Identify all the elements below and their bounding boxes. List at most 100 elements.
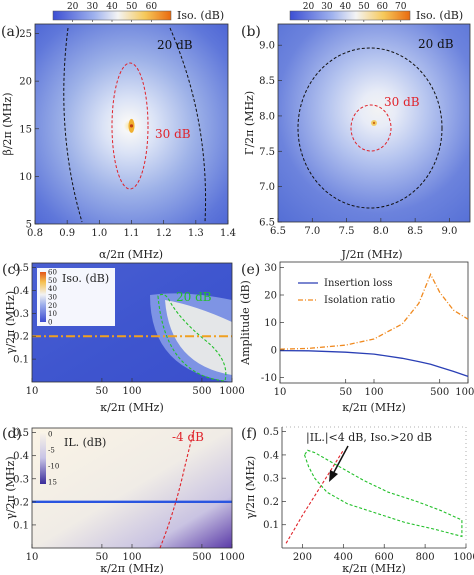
contour-30db [111, 62, 149, 190]
colorbar-tick-label: 60 [146, 2, 158, 12]
y-tick-label: 7.5 [259, 147, 275, 158]
series-curve-1 [303, 449, 463, 538]
y-tick-label: 15 [19, 124, 32, 135]
y-axis-label: γ/2π (MHz) [4, 456, 17, 519]
contour-label-20db: 20 dB [418, 37, 454, 51]
x-tick-label: 1.3 [188, 228, 204, 239]
x-axis-label: κ/2π (MHz) [342, 401, 406, 414]
y-tick-label: 8.5 [259, 76, 275, 87]
y-axis-label: γ/2π (MHz) [244, 456, 257, 519]
colorbar-tick-label: -5 [48, 447, 55, 455]
y-tick-label: 0.2 [13, 497, 29, 508]
x-tick-label: 1000 [453, 552, 474, 563]
annotation-arrow [332, 445, 349, 475]
y-tick-label: 7.0 [259, 182, 275, 193]
y-axis-label: β/2π (MHz) [1, 92, 14, 155]
panel-label: (e) [241, 262, 260, 278]
x-tick-label: 400 [334, 552, 353, 563]
y-tick-label: 0.1 [13, 355, 29, 366]
y-tick-label: 0.2 [13, 332, 29, 343]
y-tick-label: 0 [271, 346, 277, 357]
legend-title: Iso. (dB) [62, 272, 109, 285]
colorbar-tick-label: 0 [48, 431, 52, 439]
contour-label-20db: 20 dB [176, 290, 212, 304]
y-tick-label: -10 [261, 373, 277, 384]
panel-label: (c) [2, 262, 21, 278]
x-axis-label: α/2π (MHz) [99, 248, 163, 261]
contour-label-20db: 20 dB [157, 38, 193, 52]
x-tick-label: 600 [375, 552, 394, 563]
series-curve-0 [285, 450, 344, 544]
x-tick-label: 1000 [219, 386, 244, 397]
y-tick-label: 0.5 [13, 263, 29, 274]
contour-20db [297, 47, 443, 209]
colorbar-tick-label: 60 [48, 269, 57, 277]
y-tick-label: 5 [26, 220, 32, 231]
x-axis-label: κ/2π (MHz) [342, 562, 406, 575]
x-tick-label: 800 [416, 552, 435, 563]
colorbar-tick-label: 10 [48, 310, 57, 318]
contour-20db [63, 27, 83, 223]
y-tick-label: 0.1 [263, 520, 279, 531]
colorbar-tick-label: 30 [87, 2, 99, 12]
x-tick-label: 7.0 [304, 226, 320, 237]
peak-center [372, 121, 376, 125]
contour-30db [350, 104, 392, 152]
x-tick-label: 100 [364, 387, 383, 398]
x-tick-label: 1.4 [220, 228, 236, 239]
colorbar-tick-label: 30 [48, 294, 57, 302]
plot-area-f [282, 427, 466, 548]
y-tick-label: 0.3 [263, 474, 279, 485]
x-axis-label: J/2π (MHz) [340, 248, 402, 261]
annotation-arrowhead [329, 470, 338, 482]
colorbar-tick-label: 20 [67, 2, 79, 12]
panel-label: (f) [241, 426, 257, 442]
y-tick-label: 0.3 [13, 309, 29, 320]
y-tick-label: 0.3 [13, 474, 29, 485]
series-line-1 [279, 272, 469, 350]
contour-minus4db [159, 429, 195, 549]
peak-center [129, 124, 134, 128]
legend-box [37, 268, 115, 326]
x-tick-label: 100 [122, 552, 141, 563]
y-tick-label: 6.5 [259, 218, 275, 229]
colorbar-tick-label: 40 [106, 2, 118, 12]
x-axis-label: κ/2π (MHz) [100, 562, 164, 575]
heatmap-d [32, 428, 232, 548]
y-tick-label: 0.5 [13, 428, 29, 439]
x-tick-label: 7.5 [339, 226, 355, 237]
colorbar-tick-label: 50 [126, 2, 138, 12]
contour-label-30db: 30 dB [155, 127, 191, 141]
colorbar-tick-label: 30 [321, 2, 333, 12]
x-tick-label: 1.1 [124, 228, 140, 239]
x-tick-label: 1.2 [156, 228, 172, 239]
y-tick-label: 20 [264, 291, 277, 302]
colorbar-tick-label: 50 [48, 277, 57, 285]
colorbar-tick-label: 20 [303, 2, 315, 12]
panel-label: (b) [241, 24, 261, 40]
y-tick-label: 10 [264, 318, 277, 329]
colorbar-title: Iso. (dB) [416, 9, 463, 22]
colorbar [52, 10, 172, 21]
x-tick-label: 50 [96, 386, 109, 397]
x-axis-label: κ/2π (MHz) [100, 401, 164, 414]
x-tick-label: 100 [122, 386, 141, 397]
colorbar-c [40, 272, 46, 322]
y-tick-label: 8.0 [259, 111, 275, 122]
plot-area-e [280, 262, 468, 383]
colorbar-tick-label: 70 [395, 2, 407, 12]
legend-title: IL. (dB) [64, 436, 106, 449]
colorbar-tick-label: 0 [48, 319, 52, 327]
x-tick-label: 1000 [455, 387, 474, 398]
annotation-text: |IL.|<4 dB, Iso.>20 dB [306, 431, 432, 445]
legend-label: Insertion loss [324, 278, 393, 289]
x-tick-label: 10 [274, 387, 287, 398]
panel-label: (d) [2, 426, 22, 442]
y-tick-label: 9.0 [259, 41, 275, 52]
y-tick-label: 0.4 [263, 450, 279, 461]
y-tick-label: 0.1 [13, 520, 29, 531]
plot-frame-b [277, 23, 471, 223]
x-tick-label: 500 [430, 387, 449, 398]
x-tick-label: 10 [26, 552, 39, 563]
